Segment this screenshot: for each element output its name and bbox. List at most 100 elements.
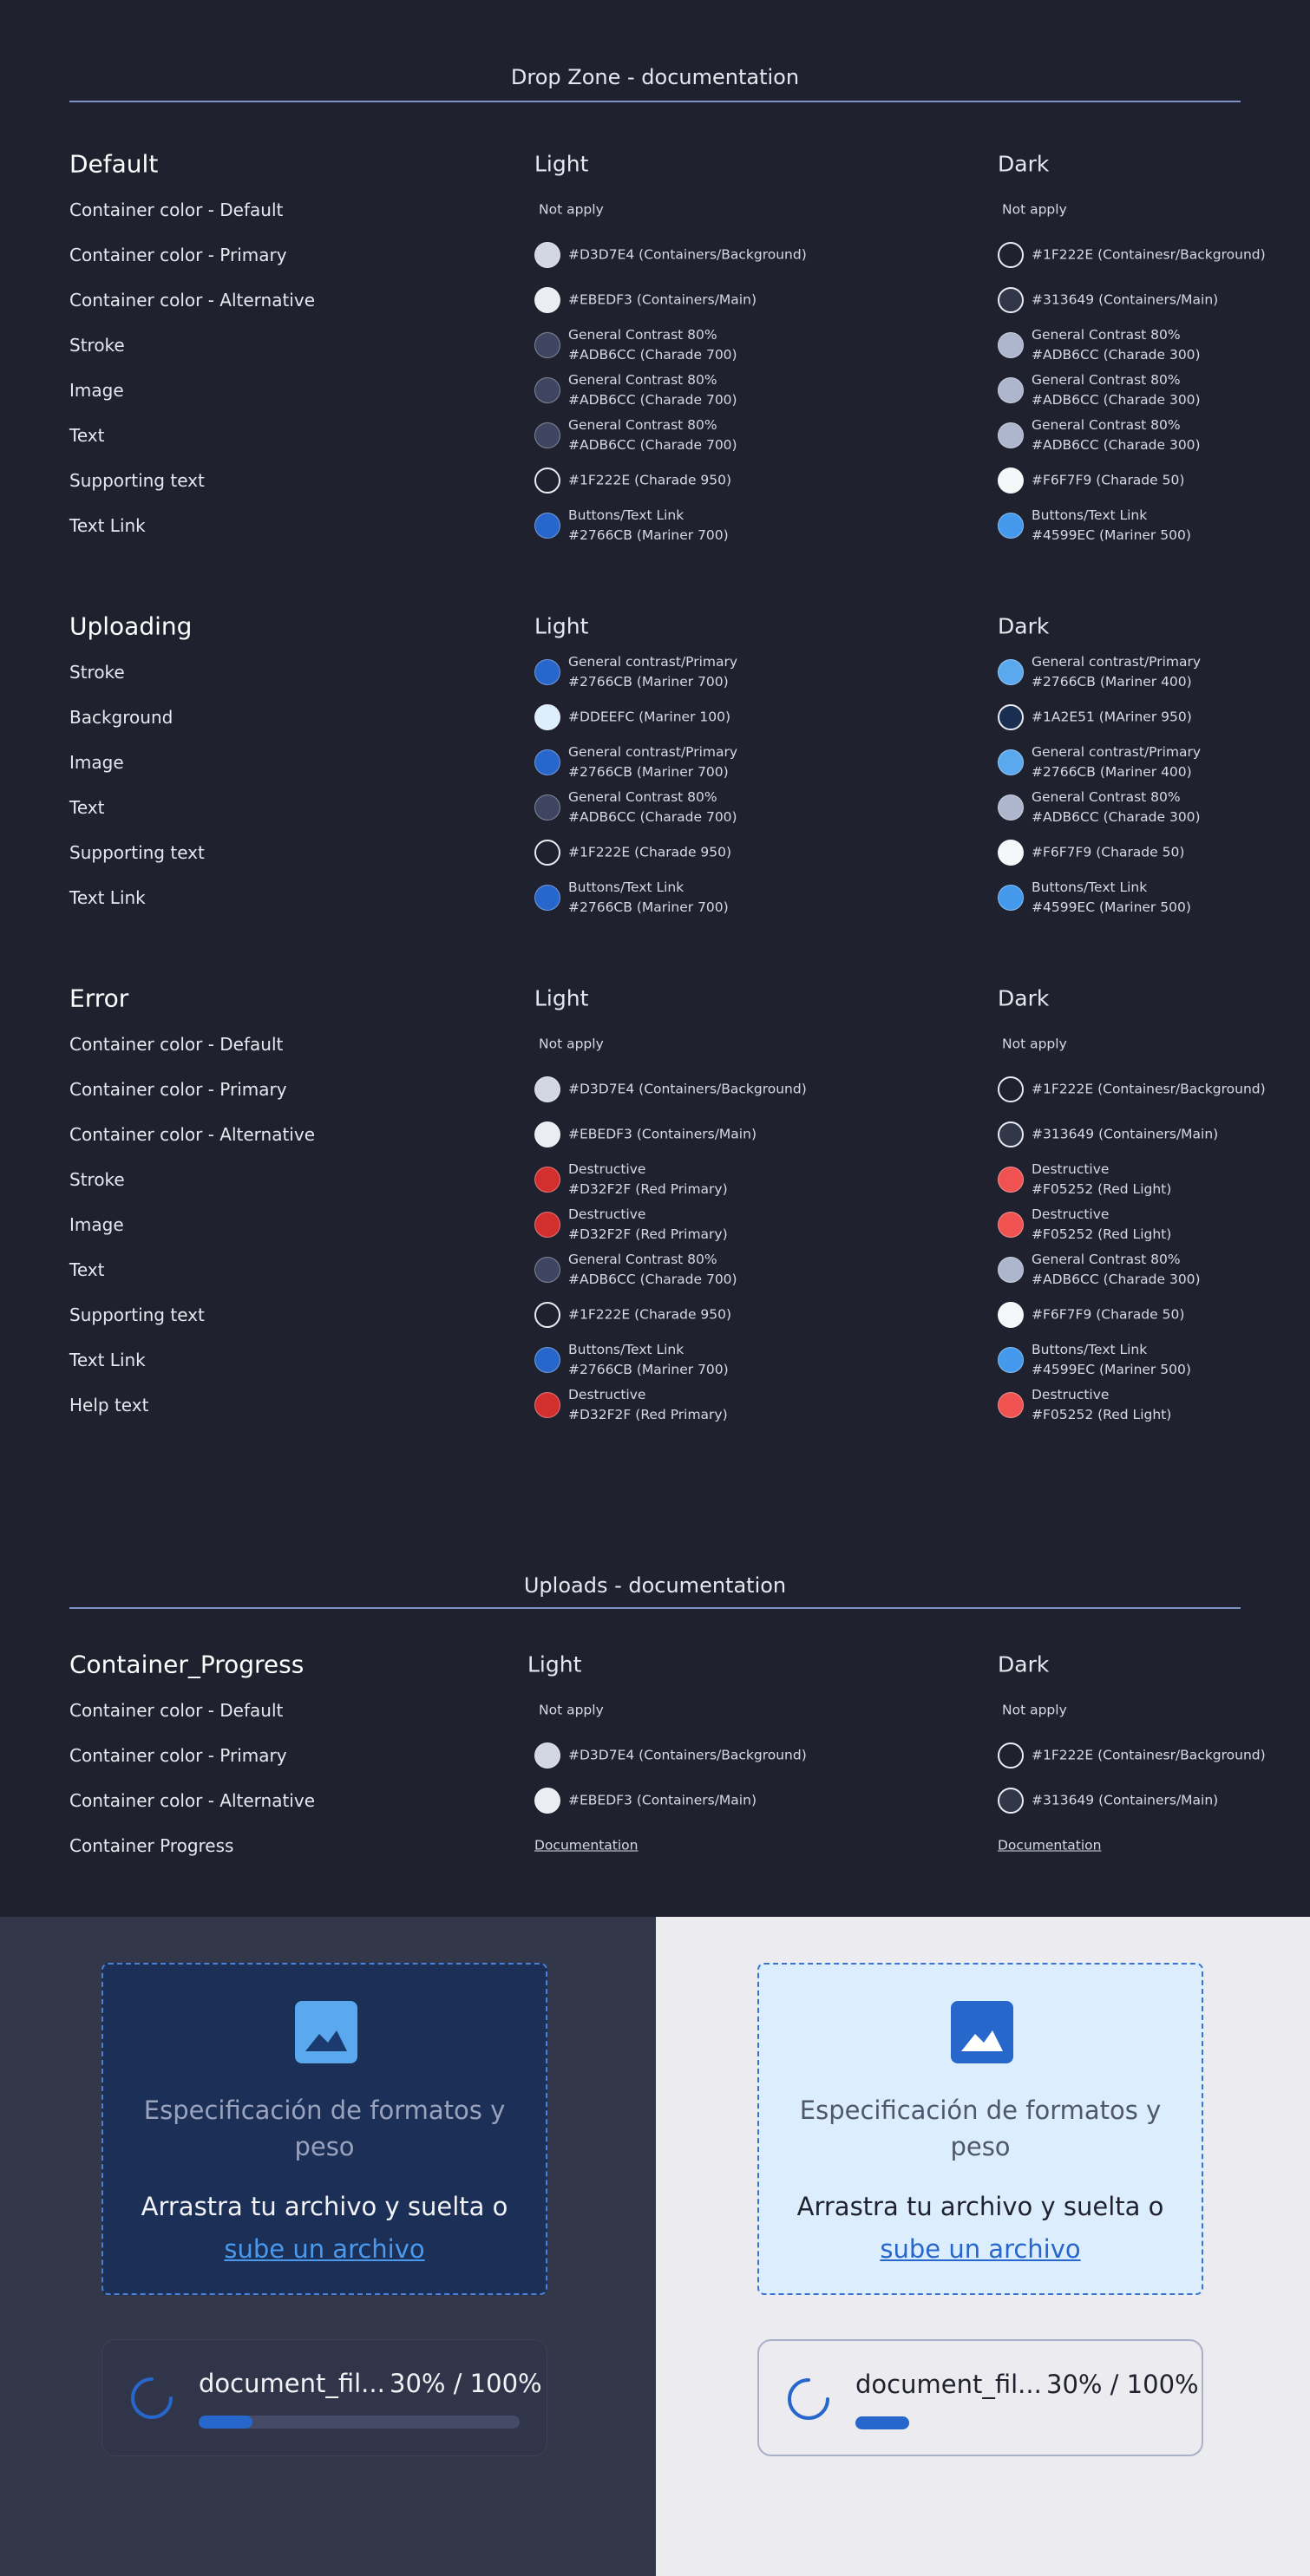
color-swatch [534, 1167, 560, 1193]
color-spec: #D3D7E4 (Containers/Background) [568, 1080, 807, 1100]
color-swatch [534, 377, 560, 403]
spec-line: General Contrast 80% [568, 327, 717, 343]
spec-line: #D32F2F (Red Primary) [568, 1181, 728, 1197]
row-label: Container color - Primary [69, 1745, 287, 1766]
row-label: Text Link [69, 887, 146, 908]
spinner-arc [131, 2377, 173, 2419]
spec-line: General contrast/Primary [568, 654, 738, 670]
color-spec: #1F222E (Containesr/Background) [1032, 245, 1266, 265]
spinner [130, 2377, 174, 2420]
color-swatch [998, 467, 1024, 494]
drop-zone-instruction: Arrastra tu archivo y suelta o [796, 2192, 1164, 2221]
image-icon [295, 2001, 357, 2063]
color-spec: General contrast/Primary #2766CB (Mariner… [1032, 742, 1201, 782]
color-spec: Destructive #F05252 (Red Light) [1032, 1205, 1171, 1245]
spec-line: Buttons/Text Link [1032, 507, 1148, 523]
spec-line: #ADB6CC (Charade 700) [568, 347, 737, 363]
spec-line: #1F222E (Charade 950) [568, 1306, 732, 1323]
spec-line: Destructive [1032, 1161, 1110, 1177]
spec-line: #2766CB (Mariner 700) [568, 899, 729, 915]
drop-zone[interactable]: Especificación de formatos y peso Arrastr… [757, 1963, 1203, 2295]
upload-link[interactable]: sube un archivo [880, 2234, 1081, 2264]
color-spec: General contrast/Primary #2766CB (Mariner… [568, 742, 737, 782]
drop-zone[interactable]: Especificación de formatos y peso Arrastr… [102, 1963, 547, 2295]
color-swatch [998, 513, 1024, 539]
color-swatch [998, 704, 1024, 730]
spec-line: #1F222E (Containesr/Background) [1032, 1081, 1266, 1097]
spec-line: #1F222E (Charade 950) [568, 844, 732, 860]
color-spec: #1F222E (Containesr/Background) [1032, 1746, 1266, 1766]
color-swatch [534, 1788, 560, 1814]
color-swatch [998, 287, 1024, 313]
row-label: Help text [69, 1395, 149, 1415]
spec-line: General contrast/Primary [568, 744, 738, 760]
row-label: Container color - Default [69, 199, 284, 220]
spec-line: Not apply [539, 1702, 604, 1718]
color-swatch [998, 1076, 1024, 1102]
drop-zone-instruction: Arrastra tu archivo y suelta o [141, 2192, 508, 2221]
spec-line: #ADB6CC (Charade 700) [568, 392, 737, 408]
color-spec: #1F222E (Containesr/Background) [1032, 1080, 1266, 1100]
row-label: Supporting text [69, 842, 205, 863]
color-swatch [534, 885, 560, 911]
row-label: Stroke [69, 335, 125, 356]
color-swatch [998, 1302, 1024, 1328]
spec-line: #2766CB (Mariner 700) [568, 764, 729, 780]
drop-zone-title: Especificación de formatos y peso [143, 2095, 506, 2161]
spec-line: Not apply [539, 201, 604, 218]
color-swatch [534, 1212, 560, 1238]
color-spec: #EBEDF3 (Containers/Main) [568, 291, 757, 311]
progress-fill [199, 2416, 252, 2429]
file-name: document_fil... [855, 2370, 1042, 2399]
spec-line: #DDEEFC (Mariner 100) [568, 709, 730, 725]
column-heading: Dark [998, 985, 1050, 1011]
column-heading: Light [534, 985, 589, 1011]
color-swatch [534, 242, 560, 268]
color-spec: Buttons/Text Link #4599EC (Mariner 500) [1032, 1340, 1191, 1380]
spec-line[interactable]: Documentation [998, 1837, 1102, 1854]
color-spec: Buttons/Text Link #2766CB (Mariner 700) [568, 878, 729, 918]
spec-line: #1A2E51 (MAriner 950) [1032, 709, 1192, 725]
spec-line: #D32F2F (Red Primary) [568, 1226, 728, 1242]
row-label: Container Progress [69, 1835, 234, 1856]
color-swatch [534, 794, 560, 821]
spec-line: #4599EC (Mariner 500) [1032, 899, 1191, 915]
spec-line: #D3D7E4 (Containers/Background) [568, 246, 807, 263]
row-label: Background [69, 707, 174, 728]
color-swatch [998, 749, 1024, 775]
row-label: Container color - Default [69, 1034, 284, 1055]
color-spec: General Contrast 80% #ADB6CC (Charade 700… [568, 370, 737, 410]
spec-line: #ADB6CC (Charade 300) [1032, 392, 1201, 408]
spec-line: #ADB6CC (Charade 700) [568, 809, 737, 825]
section-title: Uploads - documentation [523, 1573, 787, 1598]
row-label: Image [69, 380, 124, 401]
spec-line: #ADB6CC (Charade 300) [1032, 809, 1201, 825]
color-swatch [534, 513, 560, 539]
color-swatch [534, 840, 560, 866]
color-spec: General Contrast 80% #ADB6CC (Charade 300… [1032, 1250, 1201, 1290]
color-spec: #EBEDF3 (Containers/Main) [568, 1125, 757, 1145]
spec-line: #ADB6CC (Charade 300) [1032, 347, 1201, 363]
spec-line: #313649 (Containers/Main) [1032, 291, 1219, 308]
color-spec: General Contrast 80% #ADB6CC (Charade 700… [568, 415, 737, 455]
color-spec: General Contrast 80% #ADB6CC (Charade 300… [1032, 415, 1201, 455]
progress-fill [855, 2416, 909, 2429]
color-spec: #DDEEFC (Mariner 100) [568, 708, 730, 728]
spec-line: Destructive [568, 1387, 646, 1402]
preview-panel: Especificación de formatos y peso Arrastr… [0, 1917, 656, 2576]
spec-line: #D3D7E4 (Containers/Background) [568, 1081, 807, 1097]
color-swatch [534, 1121, 560, 1147]
spec-line: General Contrast 80% [568, 417, 717, 433]
spec-line: #EBEDF3 (Containers/Main) [568, 1792, 757, 1808]
spec-line: #F05252 (Red Light) [1032, 1407, 1172, 1422]
color-swatch [998, 1742, 1024, 1769]
color-swatch [534, 749, 560, 775]
documentation-link[interactable]: Documentation [534, 1836, 639, 1856]
upload-link[interactable]: sube un archivo [224, 2234, 425, 2264]
spec-line: General Contrast 80% [1032, 789, 1181, 805]
color-spec: General Contrast 80% #ADB6CC (Charade 300… [1032, 325, 1201, 365]
documentation-link[interactable]: Documentation [998, 1836, 1102, 1856]
color-spec: Not apply [539, 1035, 604, 1055]
spec-line[interactable]: Documentation [534, 1837, 639, 1854]
color-swatch [534, 1302, 560, 1328]
